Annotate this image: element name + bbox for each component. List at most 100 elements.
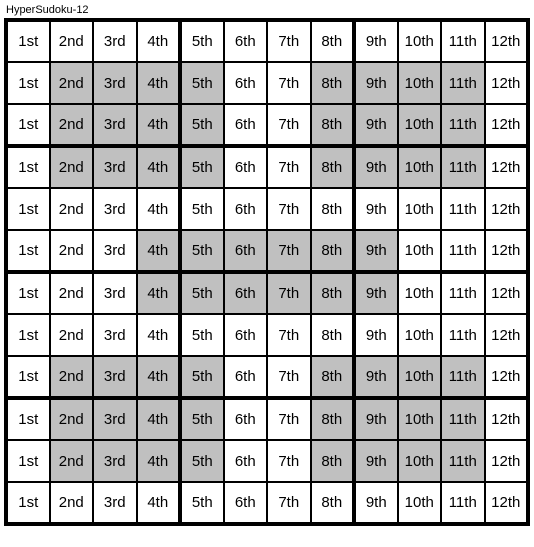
- grid-cell[interactable]: 7th: [267, 104, 311, 146]
- grid-cell[interactable]: 1st: [6, 482, 50, 524]
- grid-cell[interactable]: 9th: [354, 20, 398, 62]
- grid-cell[interactable]: 1st: [6, 398, 50, 440]
- grid-cell[interactable]: 11th: [441, 314, 485, 356]
- grid-cell[interactable]: 11th: [441, 62, 485, 104]
- grid-cell[interactable]: 4th: [137, 230, 181, 272]
- grid-cell[interactable]: 12th: [485, 440, 529, 482]
- grid-cell[interactable]: 12th: [485, 104, 529, 146]
- grid-cell[interactable]: 6th: [224, 62, 268, 104]
- grid-cell[interactable]: 5th: [180, 230, 224, 272]
- grid-cell[interactable]: 11th: [441, 356, 485, 398]
- grid-cell[interactable]: 7th: [267, 230, 311, 272]
- grid-cell[interactable]: 11th: [441, 482, 485, 524]
- grid-cell[interactable]: 1st: [6, 230, 50, 272]
- grid-cell[interactable]: 7th: [267, 20, 311, 62]
- grid-cell[interactable]: 3rd: [93, 62, 137, 104]
- grid-cell[interactable]: 1st: [6, 20, 50, 62]
- grid-cell[interactable]: 2nd: [50, 398, 94, 440]
- grid-cell[interactable]: 7th: [267, 146, 311, 188]
- grid-cell[interactable]: 12th: [485, 314, 529, 356]
- grid-cell[interactable]: 7th: [267, 398, 311, 440]
- grid-cell[interactable]: 1st: [6, 146, 50, 188]
- grid-cell[interactable]: 8th: [311, 356, 355, 398]
- grid-cell[interactable]: 9th: [354, 440, 398, 482]
- grid-cell[interactable]: 8th: [311, 272, 355, 314]
- grid-cell[interactable]: 7th: [267, 314, 311, 356]
- grid-cell[interactable]: 10th: [398, 230, 442, 272]
- grid-cell[interactable]: 12th: [485, 356, 529, 398]
- grid-cell[interactable]: 2nd: [50, 314, 94, 356]
- grid-cell[interactable]: 1st: [6, 356, 50, 398]
- grid-cell[interactable]: 5th: [180, 398, 224, 440]
- grid-cell[interactable]: 4th: [137, 440, 181, 482]
- grid-cell[interactable]: 2nd: [50, 440, 94, 482]
- grid-cell[interactable]: 6th: [224, 398, 268, 440]
- grid-cell[interactable]: 12th: [485, 398, 529, 440]
- grid-cell[interactable]: 9th: [354, 314, 398, 356]
- grid-cell[interactable]: 9th: [354, 356, 398, 398]
- grid-cell[interactable]: 7th: [267, 356, 311, 398]
- grid-cell[interactable]: 11th: [441, 440, 485, 482]
- grid-cell[interactable]: 10th: [398, 440, 442, 482]
- grid-cell[interactable]: 5th: [180, 314, 224, 356]
- grid-cell[interactable]: 11th: [441, 272, 485, 314]
- grid-cell[interactable]: 4th: [137, 272, 181, 314]
- grid-cell[interactable]: 5th: [180, 482, 224, 524]
- grid-cell[interactable]: 9th: [354, 188, 398, 230]
- grid-cell[interactable]: 3rd: [93, 104, 137, 146]
- grid-cell[interactable]: 9th: [354, 104, 398, 146]
- grid-cell[interactable]: 8th: [311, 188, 355, 230]
- grid-cell[interactable]: 5th: [180, 62, 224, 104]
- grid-cell[interactable]: 7th: [267, 482, 311, 524]
- grid-cell[interactable]: 3rd: [93, 188, 137, 230]
- grid-cell[interactable]: 1st: [6, 188, 50, 230]
- grid-cell[interactable]: 5th: [180, 104, 224, 146]
- grid-cell[interactable]: 5th: [180, 272, 224, 314]
- grid-cell[interactable]: 10th: [398, 104, 442, 146]
- grid-cell[interactable]: 6th: [224, 440, 268, 482]
- grid-cell[interactable]: 3rd: [93, 230, 137, 272]
- grid-cell[interactable]: 12th: [485, 188, 529, 230]
- grid-cell[interactable]: 6th: [224, 104, 268, 146]
- grid-cell[interactable]: 8th: [311, 398, 355, 440]
- grid-cell[interactable]: 12th: [485, 146, 529, 188]
- grid-cell[interactable]: 12th: [485, 20, 529, 62]
- grid-cell[interactable]: 8th: [311, 230, 355, 272]
- grid-cell[interactable]: 4th: [137, 62, 181, 104]
- grid-cell[interactable]: 12th: [485, 272, 529, 314]
- grid-cell[interactable]: 9th: [354, 230, 398, 272]
- grid-cell[interactable]: 3rd: [93, 482, 137, 524]
- grid-cell[interactable]: 10th: [398, 482, 442, 524]
- grid-cell[interactable]: 11th: [441, 20, 485, 62]
- grid-cell[interactable]: 2nd: [50, 104, 94, 146]
- grid-cell[interactable]: 10th: [398, 146, 442, 188]
- grid-cell[interactable]: 3rd: [93, 440, 137, 482]
- grid-cell[interactable]: 11th: [441, 398, 485, 440]
- grid-cell[interactable]: 9th: [354, 398, 398, 440]
- grid-cell[interactable]: 7th: [267, 440, 311, 482]
- grid-cell[interactable]: 11th: [441, 230, 485, 272]
- grid-cell[interactable]: 10th: [398, 398, 442, 440]
- grid-cell[interactable]: 8th: [311, 62, 355, 104]
- grid-cell[interactable]: 4th: [137, 20, 181, 62]
- grid-cell[interactable]: 6th: [224, 272, 268, 314]
- grid-cell[interactable]: 6th: [224, 314, 268, 356]
- grid-cell[interactable]: 4th: [137, 314, 181, 356]
- grid-cell[interactable]: 3rd: [93, 356, 137, 398]
- grid-cell[interactable]: 12th: [485, 62, 529, 104]
- grid-cell[interactable]: 5th: [180, 440, 224, 482]
- grid-cell[interactable]: 5th: [180, 20, 224, 62]
- grid-cell[interactable]: 6th: [224, 188, 268, 230]
- grid-cell[interactable]: 10th: [398, 272, 442, 314]
- grid-cell[interactable]: 5th: [180, 146, 224, 188]
- grid-cell[interactable]: 10th: [398, 356, 442, 398]
- grid-cell[interactable]: 3rd: [93, 398, 137, 440]
- grid-cell[interactable]: 3rd: [93, 272, 137, 314]
- grid-cell[interactable]: 4th: [137, 146, 181, 188]
- grid-cell[interactable]: 8th: [311, 314, 355, 356]
- grid-cell[interactable]: 12th: [485, 230, 529, 272]
- grid-cell[interactable]: 6th: [224, 482, 268, 524]
- grid-cell[interactable]: 7th: [267, 62, 311, 104]
- grid-cell[interactable]: 9th: [354, 62, 398, 104]
- grid-cell[interactable]: 8th: [311, 482, 355, 524]
